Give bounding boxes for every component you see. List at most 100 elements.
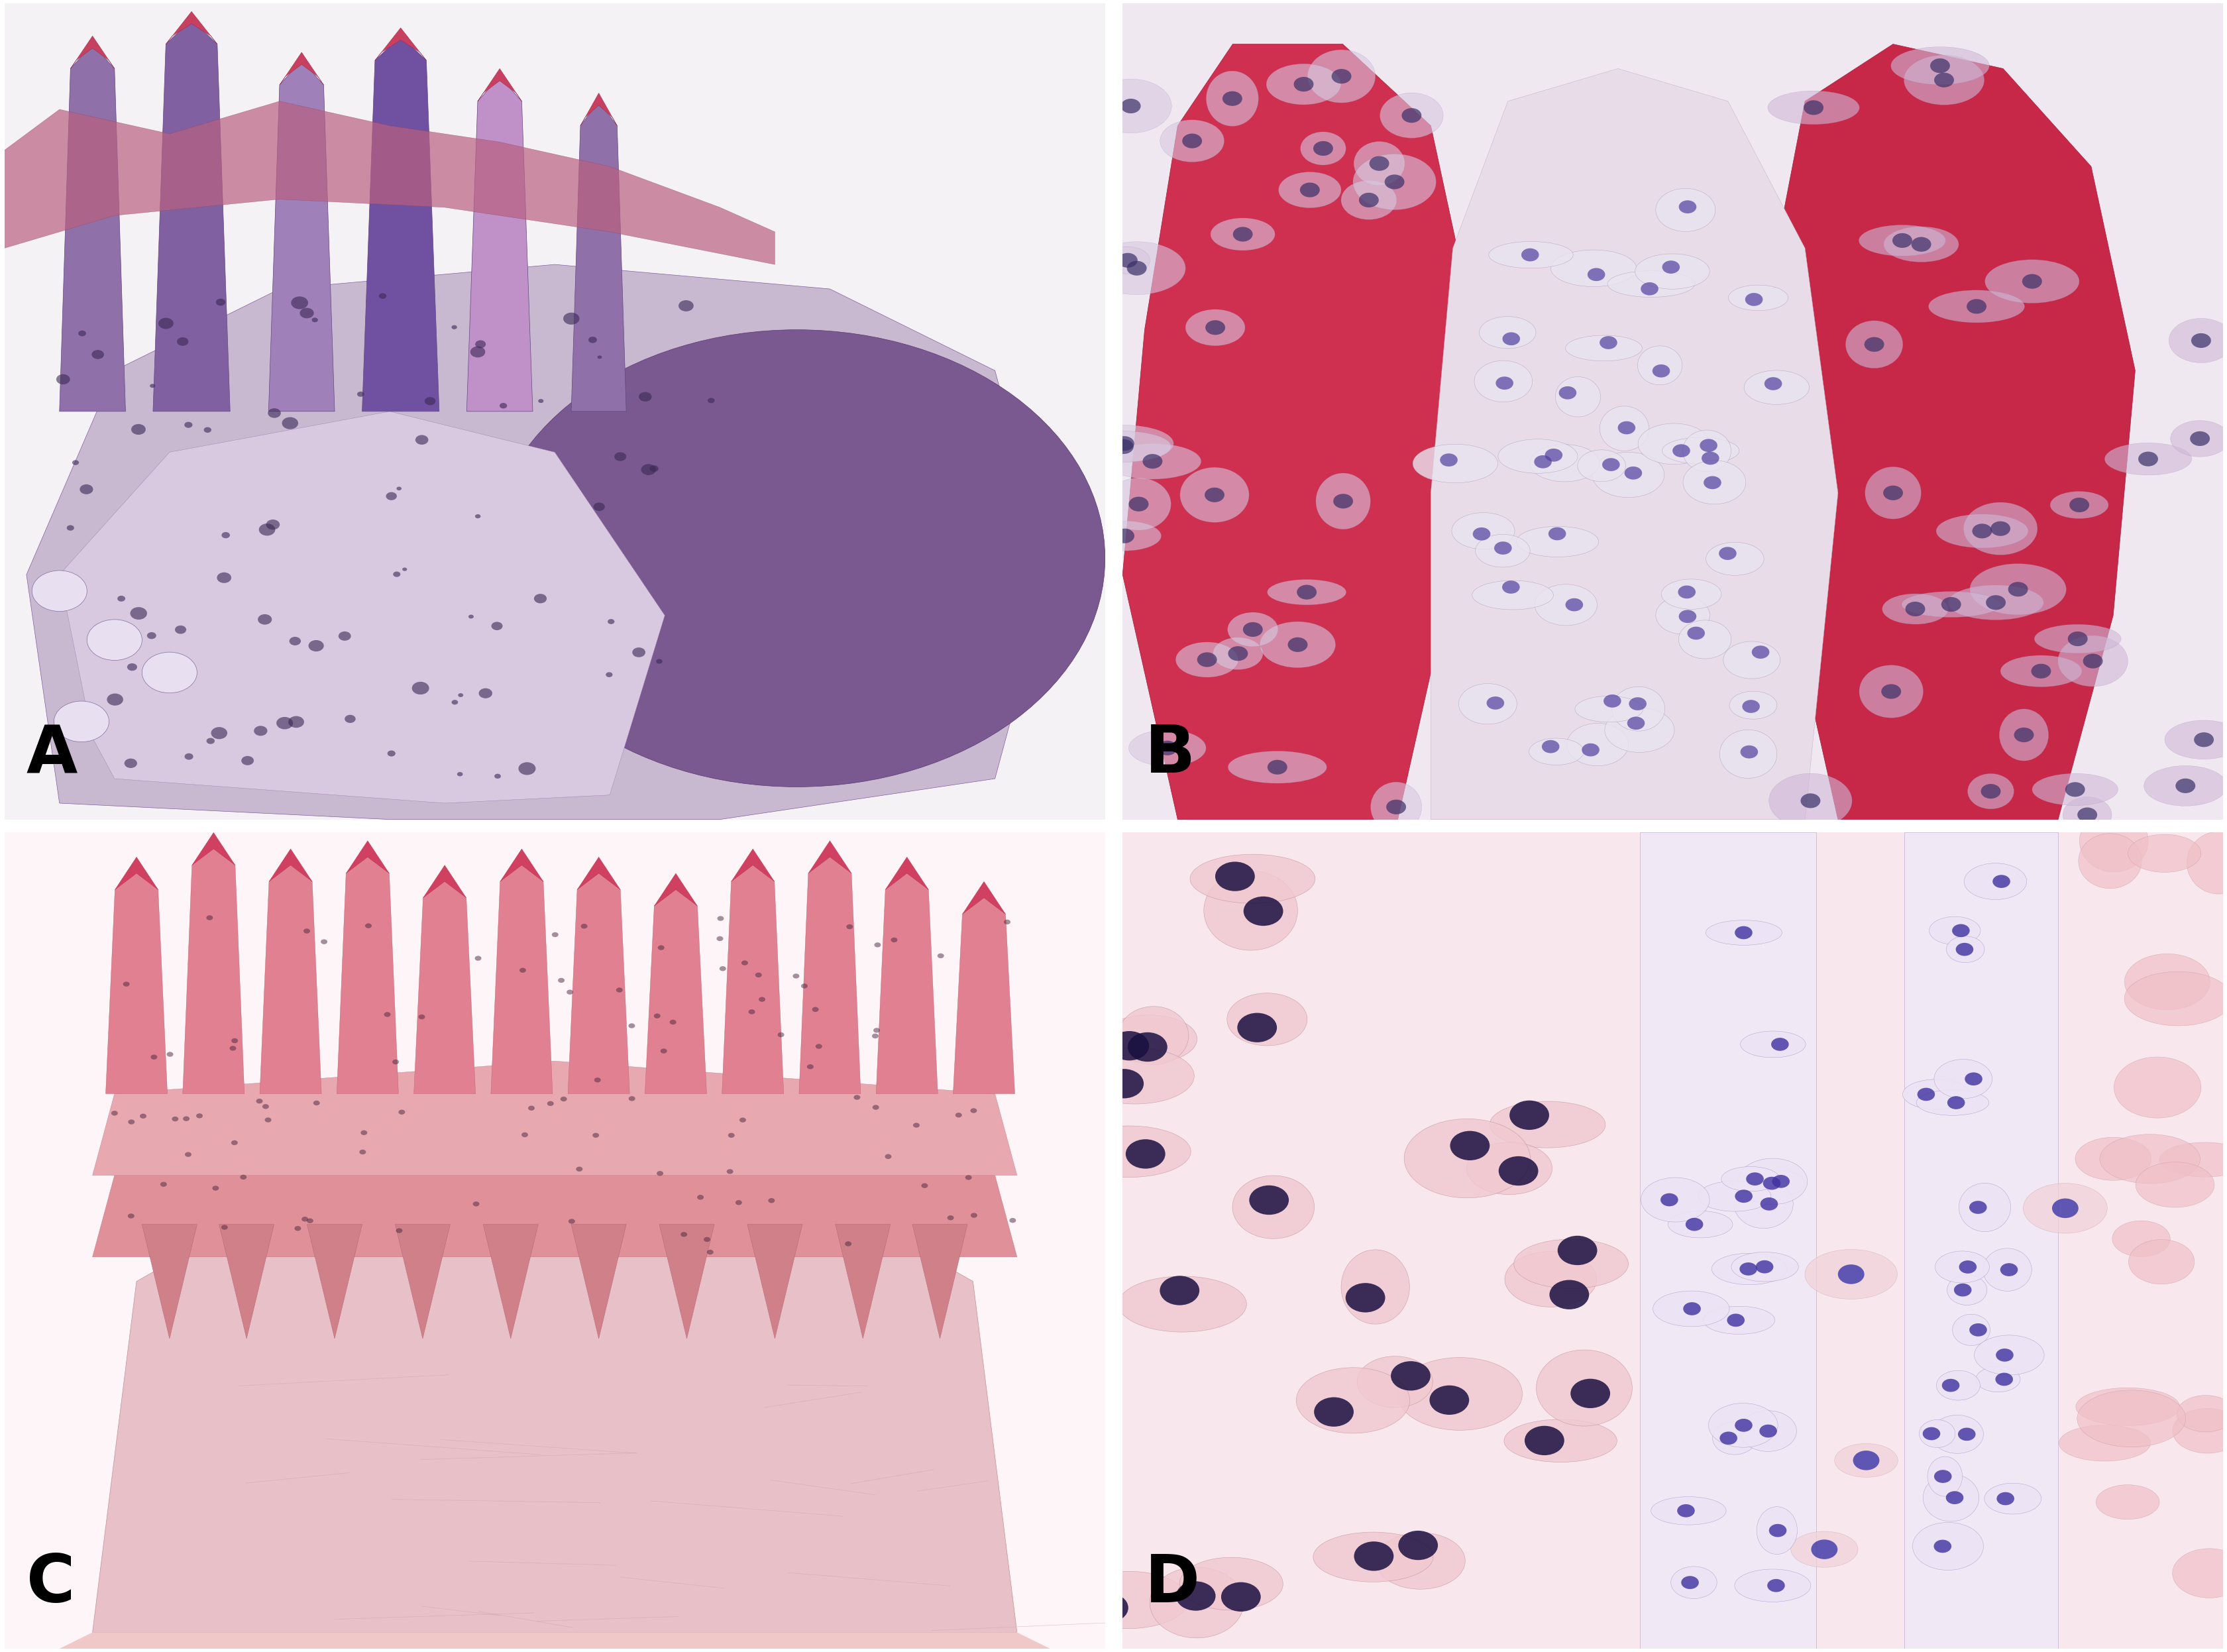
Circle shape bbox=[474, 340, 485, 349]
Circle shape bbox=[1089, 1593, 1127, 1622]
Ellipse shape bbox=[2142, 765, 2227, 806]
Circle shape bbox=[31, 570, 87, 611]
Circle shape bbox=[2069, 497, 2089, 512]
Circle shape bbox=[131, 425, 145, 434]
Polygon shape bbox=[581, 93, 617, 126]
Circle shape bbox=[383, 1013, 390, 1018]
Ellipse shape bbox=[1946, 1275, 1986, 1305]
Circle shape bbox=[735, 1199, 742, 1204]
Circle shape bbox=[220, 532, 229, 539]
Circle shape bbox=[241, 1175, 247, 1180]
Circle shape bbox=[1966, 299, 1986, 314]
Circle shape bbox=[641, 464, 655, 476]
Circle shape bbox=[534, 593, 546, 603]
Ellipse shape bbox=[1067, 1127, 1191, 1178]
Circle shape bbox=[499, 403, 508, 408]
Circle shape bbox=[802, 983, 808, 988]
Circle shape bbox=[1332, 494, 1352, 509]
Circle shape bbox=[563, 312, 579, 324]
Ellipse shape bbox=[2033, 624, 2120, 653]
Circle shape bbox=[359, 1150, 365, 1155]
Circle shape bbox=[1534, 456, 1552, 468]
Polygon shape bbox=[1759, 45, 2133, 819]
Ellipse shape bbox=[1087, 241, 1185, 294]
Ellipse shape bbox=[1706, 920, 1782, 945]
Ellipse shape bbox=[2022, 1183, 2107, 1234]
Circle shape bbox=[1904, 601, 1924, 616]
Circle shape bbox=[1679, 200, 1697, 213]
Circle shape bbox=[2189, 431, 2209, 446]
Ellipse shape bbox=[1550, 249, 1637, 287]
Circle shape bbox=[287, 715, 305, 729]
Polygon shape bbox=[1639, 833, 1815, 1649]
Circle shape bbox=[1922, 1427, 1940, 1441]
Circle shape bbox=[56, 375, 69, 385]
Circle shape bbox=[632, 648, 646, 657]
Circle shape bbox=[392, 572, 401, 577]
Polygon shape bbox=[953, 890, 1016, 1094]
Circle shape bbox=[127, 664, 138, 671]
Ellipse shape bbox=[1227, 752, 1327, 783]
Circle shape bbox=[777, 1032, 784, 1037]
Circle shape bbox=[592, 1133, 599, 1138]
Circle shape bbox=[345, 715, 356, 724]
Polygon shape bbox=[27, 264, 1049, 819]
Ellipse shape bbox=[1087, 520, 1160, 550]
Ellipse shape bbox=[1755, 1171, 1804, 1196]
Circle shape bbox=[1287, 638, 1307, 653]
Circle shape bbox=[212, 1186, 218, 1191]
Polygon shape bbox=[4, 3, 1105, 819]
Ellipse shape bbox=[2058, 636, 2127, 687]
Circle shape bbox=[1853, 1450, 1880, 1470]
Ellipse shape bbox=[1902, 591, 2000, 618]
Circle shape bbox=[853, 1095, 860, 1100]
Circle shape bbox=[1942, 1379, 1960, 1393]
Ellipse shape bbox=[1884, 226, 1958, 263]
Ellipse shape bbox=[1982, 1249, 2031, 1292]
Polygon shape bbox=[423, 866, 465, 897]
Circle shape bbox=[176, 626, 187, 634]
Ellipse shape bbox=[1791, 1531, 1857, 1568]
Circle shape bbox=[220, 1224, 227, 1229]
Circle shape bbox=[1929, 58, 1949, 73]
Circle shape bbox=[143, 653, 196, 692]
Ellipse shape bbox=[1735, 1569, 1811, 1602]
Circle shape bbox=[1232, 226, 1252, 241]
Ellipse shape bbox=[1708, 1403, 1777, 1447]
Polygon shape bbox=[183, 841, 245, 1094]
Ellipse shape bbox=[1089, 79, 1171, 134]
Ellipse shape bbox=[1737, 1158, 1806, 1204]
Circle shape bbox=[1220, 1583, 1260, 1612]
Polygon shape bbox=[261, 857, 321, 1094]
Ellipse shape bbox=[1265, 64, 1341, 104]
Circle shape bbox=[412, 682, 430, 694]
Polygon shape bbox=[570, 1224, 626, 1338]
Circle shape bbox=[1559, 387, 1577, 400]
Ellipse shape bbox=[1697, 1181, 1770, 1211]
Circle shape bbox=[1704, 476, 1721, 489]
Ellipse shape bbox=[1205, 71, 1258, 126]
Ellipse shape bbox=[1514, 1239, 1628, 1289]
Circle shape bbox=[1358, 193, 1379, 208]
Circle shape bbox=[1385, 800, 1405, 814]
Ellipse shape bbox=[1679, 620, 1730, 659]
Polygon shape bbox=[94, 1160, 1018, 1632]
Circle shape bbox=[670, 1019, 677, 1024]
Circle shape bbox=[521, 1132, 528, 1137]
Circle shape bbox=[1501, 580, 1519, 593]
Circle shape bbox=[1684, 1302, 1699, 1315]
Circle shape bbox=[577, 1166, 583, 1171]
Ellipse shape bbox=[1379, 93, 1443, 139]
Ellipse shape bbox=[1452, 512, 1514, 548]
Circle shape bbox=[53, 700, 109, 742]
Circle shape bbox=[1940, 596, 1960, 611]
Circle shape bbox=[706, 1249, 713, 1254]
Circle shape bbox=[1581, 743, 1599, 757]
Circle shape bbox=[768, 1198, 775, 1203]
Polygon shape bbox=[875, 866, 938, 1094]
Circle shape bbox=[140, 1113, 147, 1118]
Ellipse shape bbox=[1962, 502, 2038, 555]
Circle shape bbox=[294, 1226, 301, 1231]
Circle shape bbox=[127, 1214, 134, 1219]
Ellipse shape bbox=[2158, 1143, 2227, 1176]
